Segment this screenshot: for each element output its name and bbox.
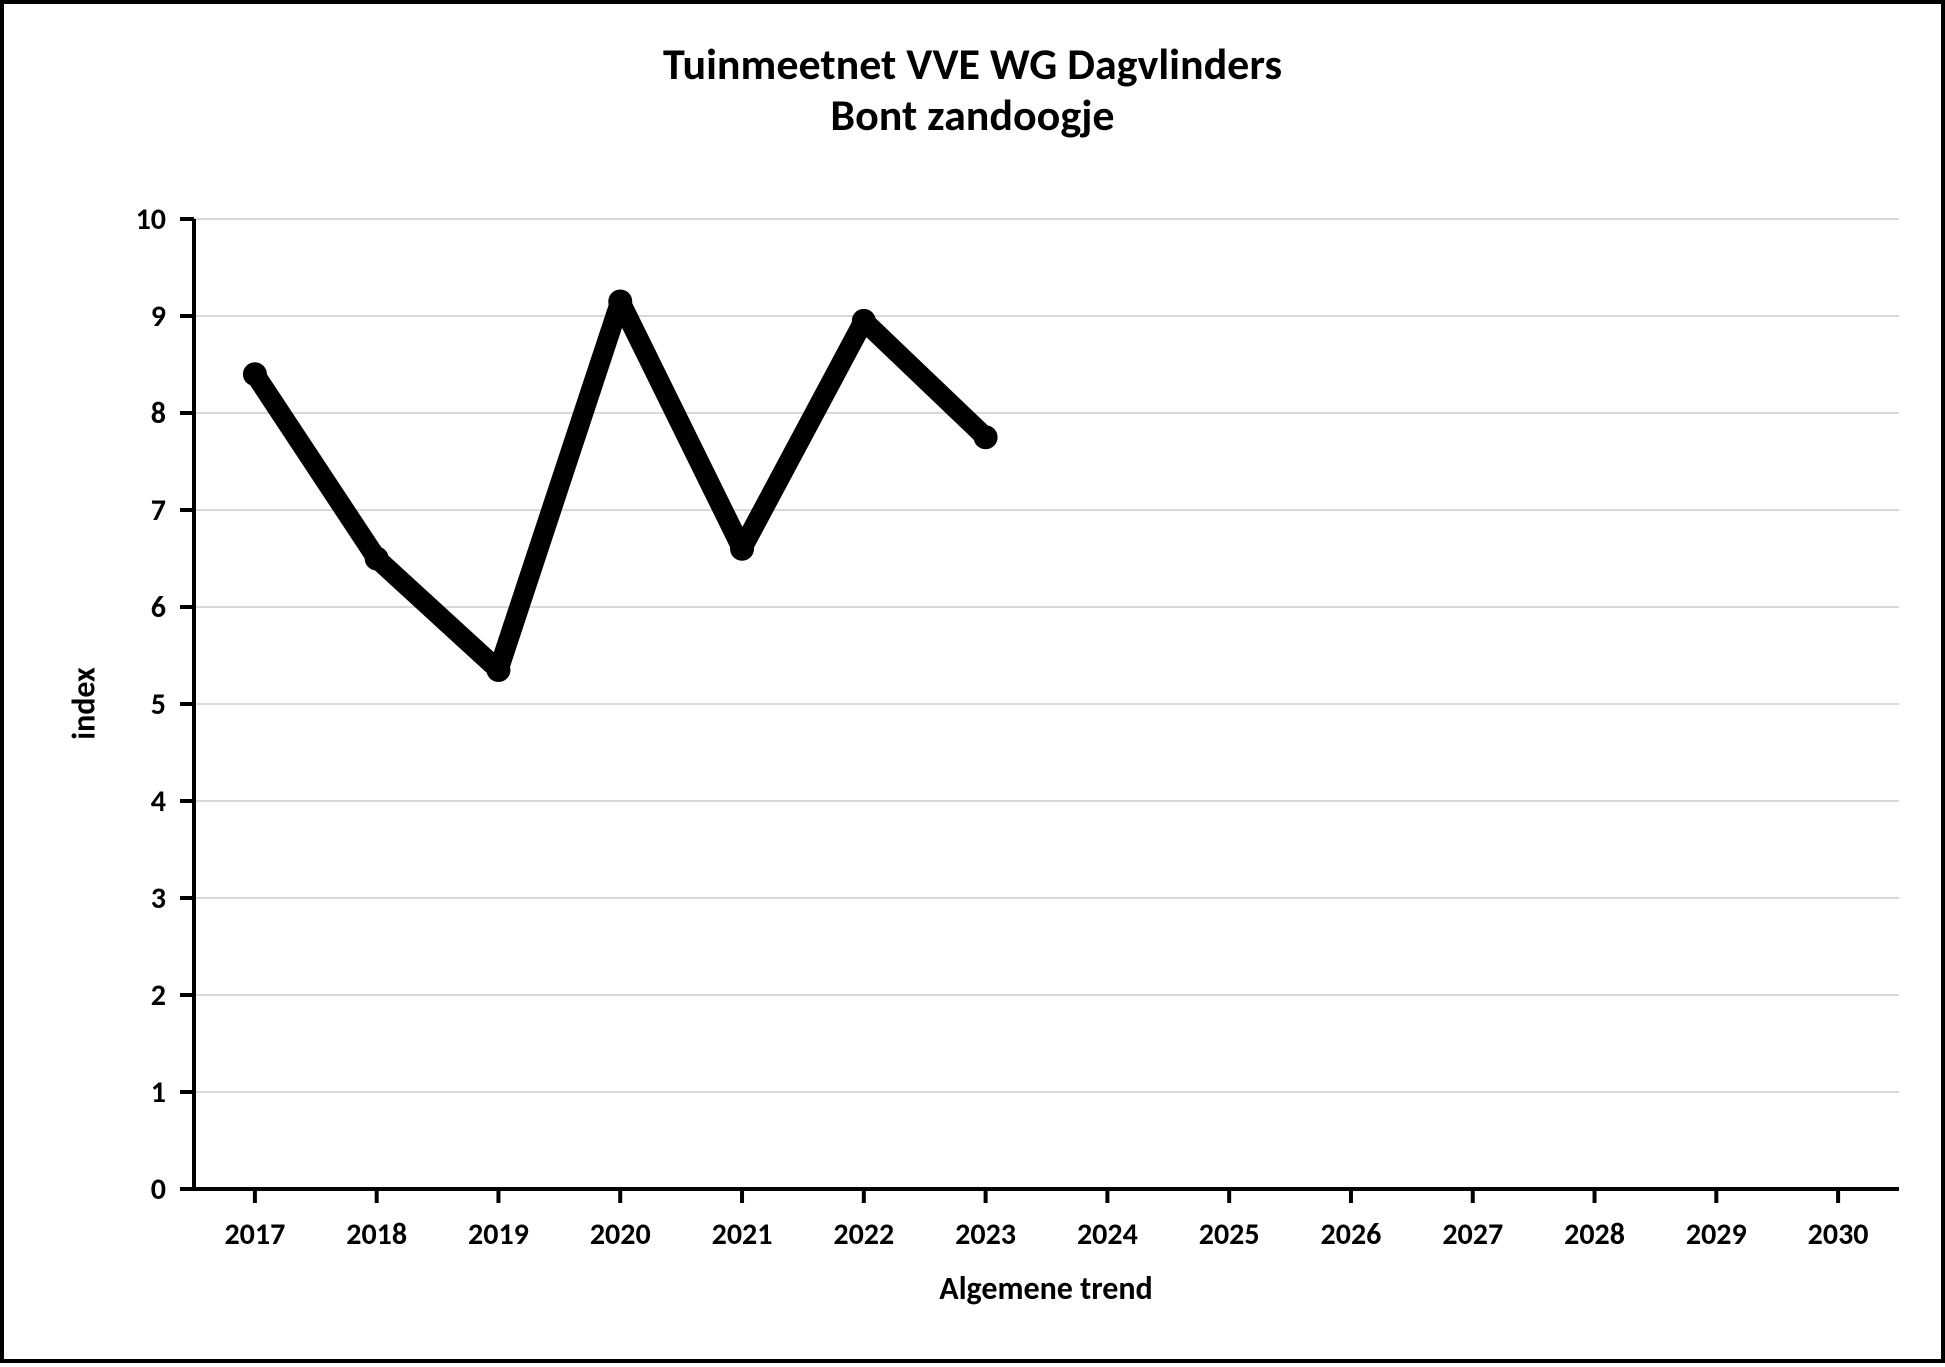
x-tick-label: 2028	[1535, 1216, 1655, 1253]
chart-frame: Tuinmeetnet VVE WG Dagvlinders Bont zand…	[0, 0, 1945, 1363]
y-tick-label: 8	[151, 395, 166, 432]
x-tick-label: 2020	[560, 1216, 680, 1253]
plot-area	[4, 4, 1945, 1367]
y-tick-label: 6	[151, 589, 166, 626]
x-tick-label: 2025	[1169, 1216, 1289, 1253]
y-axis-label: index	[65, 604, 104, 804]
y-tick-label: 2	[151, 977, 166, 1014]
x-tick-label: 2024	[1047, 1216, 1167, 1253]
y-tick-label: 7	[151, 492, 166, 529]
x-tick-label: 2027	[1413, 1216, 1533, 1253]
y-tick-label: 3	[151, 880, 166, 917]
x-tick-label: 2023	[926, 1216, 1046, 1253]
x-tick-label: 2021	[682, 1216, 802, 1253]
x-tick-label: 2018	[317, 1216, 437, 1253]
y-tick-label: 0	[151, 1171, 166, 1208]
x-tick-label: 2029	[1656, 1216, 1776, 1253]
y-tick-label: 1	[151, 1074, 166, 1111]
x-tick-label: 2026	[1291, 1216, 1411, 1253]
x-tick-label: 2017	[195, 1216, 315, 1253]
y-tick-label: 5	[151, 686, 166, 723]
y-tick-label: 9	[151, 298, 166, 335]
x-tick-label: 2022	[804, 1216, 924, 1253]
y-tick-label: 4	[151, 783, 166, 820]
x-axis-label: Algemene trend	[746, 1269, 1346, 1308]
x-tick-label: 2019	[438, 1216, 558, 1253]
x-tick-label: 2030	[1778, 1216, 1898, 1253]
y-tick-label: 10	[136, 201, 166, 238]
